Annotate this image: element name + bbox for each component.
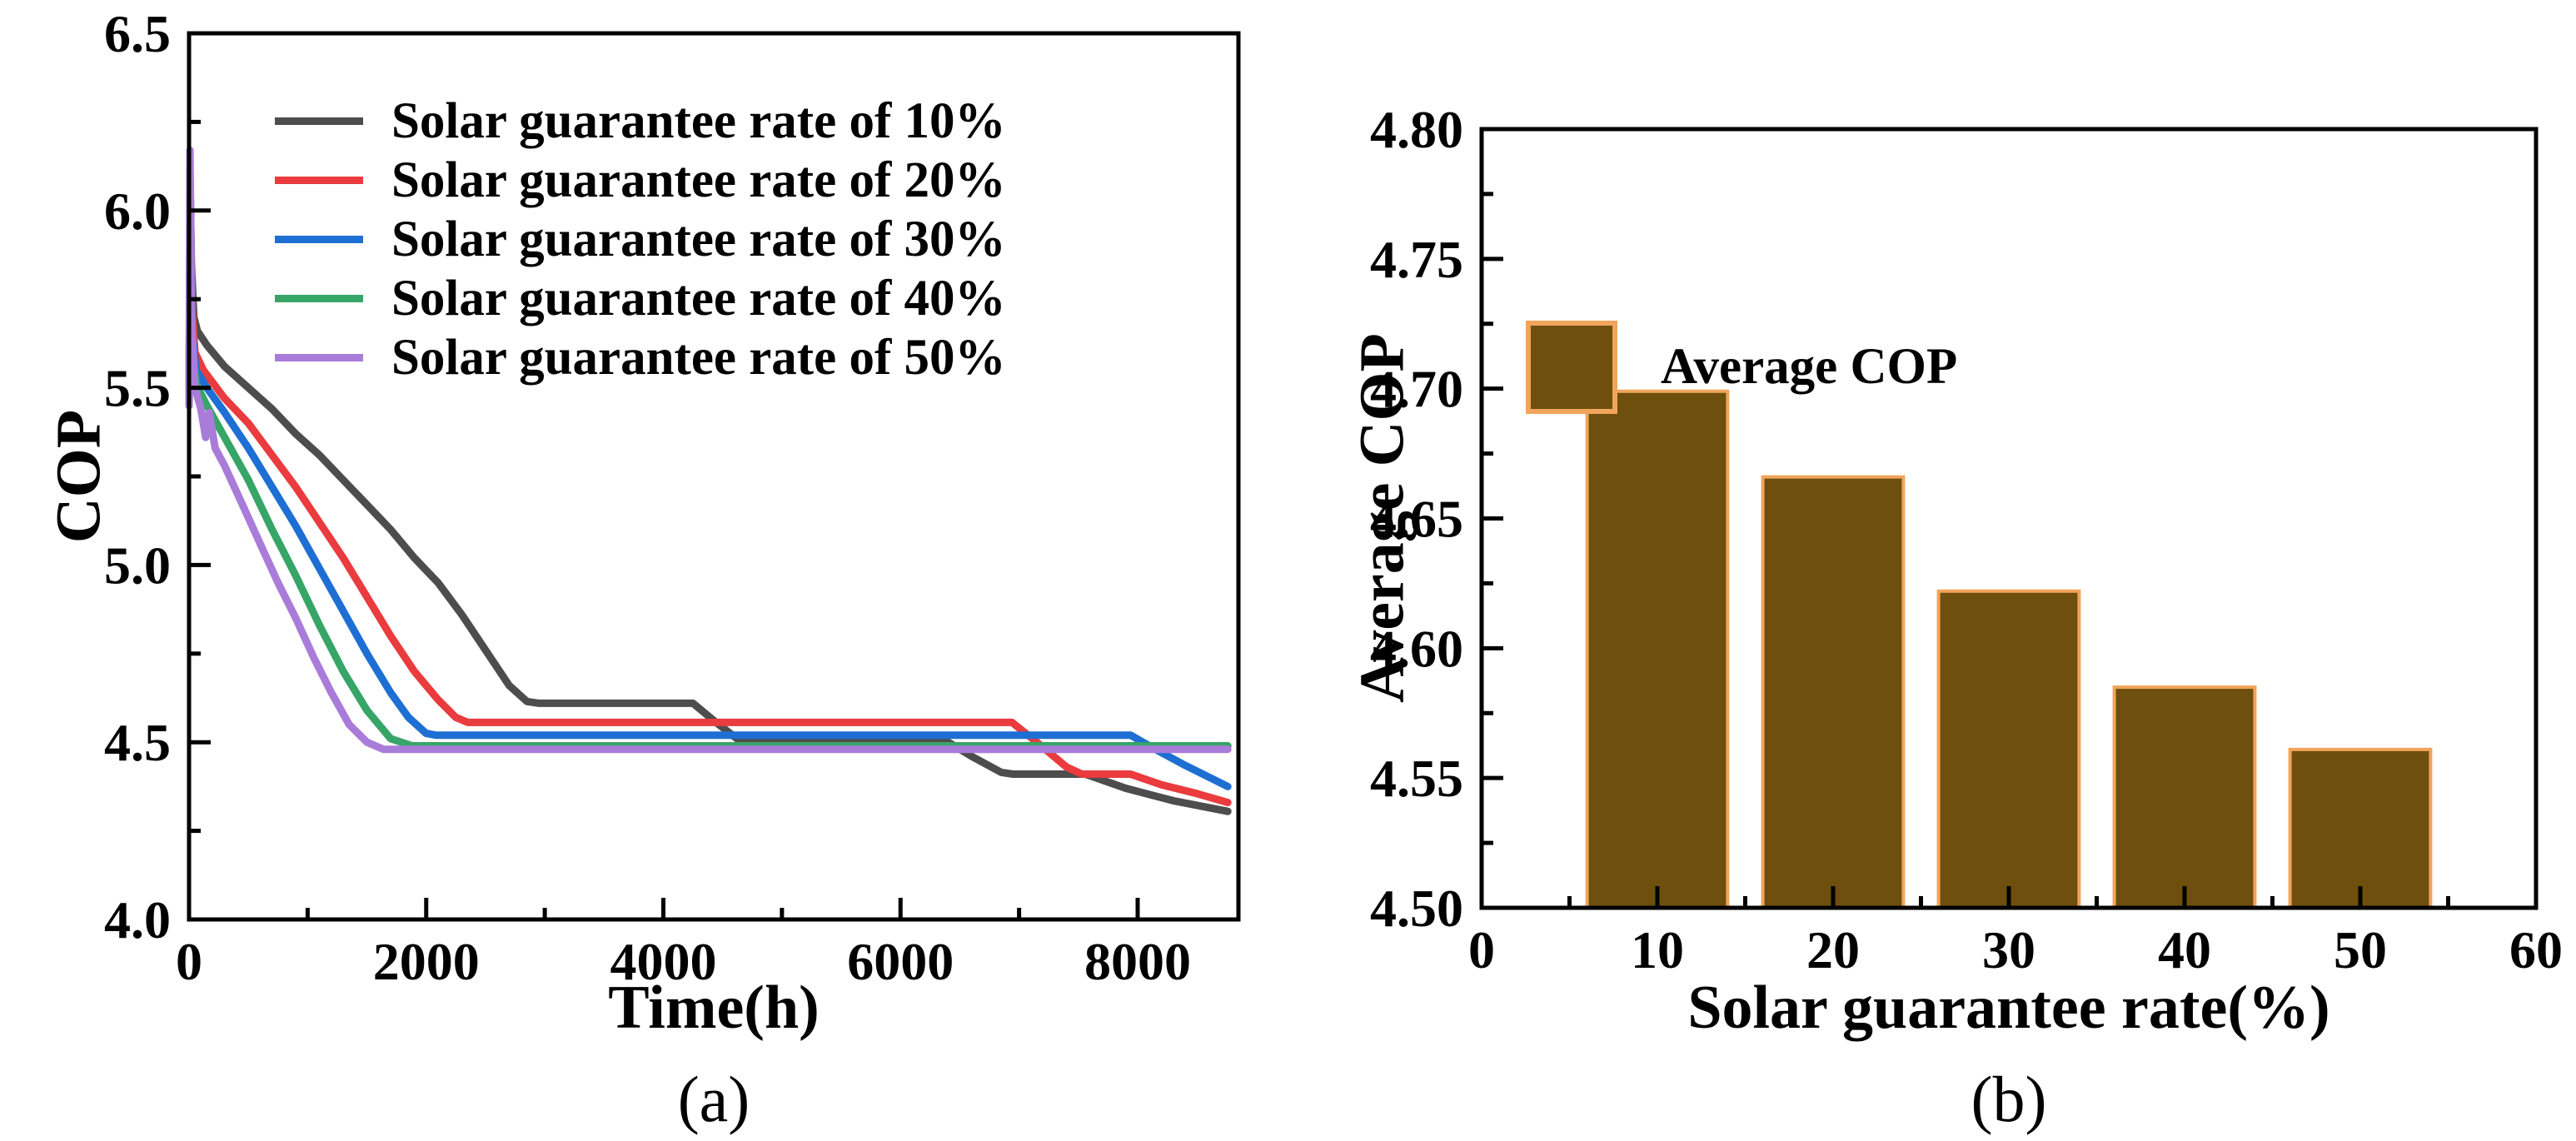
bar-50pct [2288,747,2433,910]
series-line-10pct [185,189,1232,815]
bar-30pct [1936,589,2081,909]
y-tick-label: 4.70 [1370,360,1463,419]
legend-item: Solar guarantee rate of 50% [275,328,1006,387]
legend-line-swatch-40 [275,295,363,302]
bar-40pct [2112,685,2257,909]
panel-label-a: (a) [677,1063,750,1135]
legend-item: Solar guarantee rate of 20% [275,151,1006,210]
legend-label: Solar guarantee rate of 40% [391,270,1006,326]
x-tick-label: 0 [1468,920,1495,979]
legend-line-swatch-50 [275,354,363,361]
x-tick-label: 60 [2509,920,2563,979]
y-tick-label: 4.60 [1370,619,1463,678]
x-tick-label: 2000 [373,932,480,991]
legend-line-swatch-20 [275,177,363,184]
x-tick-label: 50 [2334,920,2387,979]
panel-a: 0 2000 4000 6000 8000 4.0 4.5 5.0 5.5 6.0 6.5 COP … [43,4,1241,1135]
y-tick-label: 6.5 [104,4,171,63]
x-tick-label: 8000 [1084,932,1191,991]
y-tick-label: 5.0 [104,536,171,595]
x-tick-label: 0 [176,932,202,991]
bar-20pct [1761,475,1906,909]
y-tick-label: 4.0 [104,890,171,949]
legend-b: Average COP [1526,321,1957,414]
x-axis-title-solar-rate: Solar guarantee rate(%) [1687,974,2330,1042]
legend-line-swatch-30 [275,236,363,243]
x-tick-label: 4000 [610,932,716,991]
legend-label: Solar guarantee rate of 10% [391,92,1006,149]
y-tick-label: 4.65 [1370,490,1463,549]
plot-frame [187,31,1241,922]
y-axis-title-cop: COP [43,409,114,544]
legend-label: Solar guarantee rate of 20% [391,152,1006,208]
x-tick-label: 10 [1631,920,1684,979]
legend-item: Solar guarantee rate of 40% [275,269,1006,328]
legend-line-swatch-10 [275,117,363,125]
legend-label: Solar guarantee rate of 50% [391,329,1006,386]
y-tick-label: 6.0 [104,182,171,241]
legend-a: Solar guarantee rate of 10% Solar guaran… [275,92,1006,387]
y-tick-label: 4.80 [1370,100,1463,159]
bar-10pct [1585,389,1730,909]
panel-b: 0 10 20 30 40 50 60 4.50 4.55 4.60 4.65 4.70 4.75 4.8… [1288,0,2576,1141]
panel-label-b: (b) [1971,1063,2047,1135]
y-tick-label: 5.5 [104,359,171,418]
average-cop-bar-chart: 0 10 20 30 40 50 60 4.50 4.55 4.60 4.65 4.70 4.75 4.8… [1370,100,2563,979]
legend-item: Solar guarantee rate of 30% [275,210,1006,269]
x-tick-label: 6000 [847,932,954,991]
cop-time-line-chart: 0 2000 4000 6000 8000 4.0 4.5 5.0 5.5 6.0 6.5 [104,4,1241,991]
y-axis-title-average-cop: Average COP [1347,333,1418,703]
legend-item: Solar guarantee rate of 10% [275,92,1006,151]
legend-label: Average COP [1661,339,1958,395]
x-tick-label: 40 [2158,920,2211,979]
x-tick-label: 20 [1806,920,1860,979]
y-tick-label: 4.55 [1370,749,1463,808]
x-axis-title-time: Time(h) [608,974,820,1042]
legend-label: Solar guarantee rate of 30% [391,211,1006,267]
x-tick-label: 30 [1982,920,2035,979]
plot-frame [1479,127,2539,910]
y-tick-label: 4.5 [104,713,171,772]
series-line-20pct [185,207,1232,807]
y-tick-label: 4.75 [1370,230,1463,289]
legend-bar-swatch [1526,321,1617,414]
y-tick-label: 4.50 [1370,879,1463,938]
